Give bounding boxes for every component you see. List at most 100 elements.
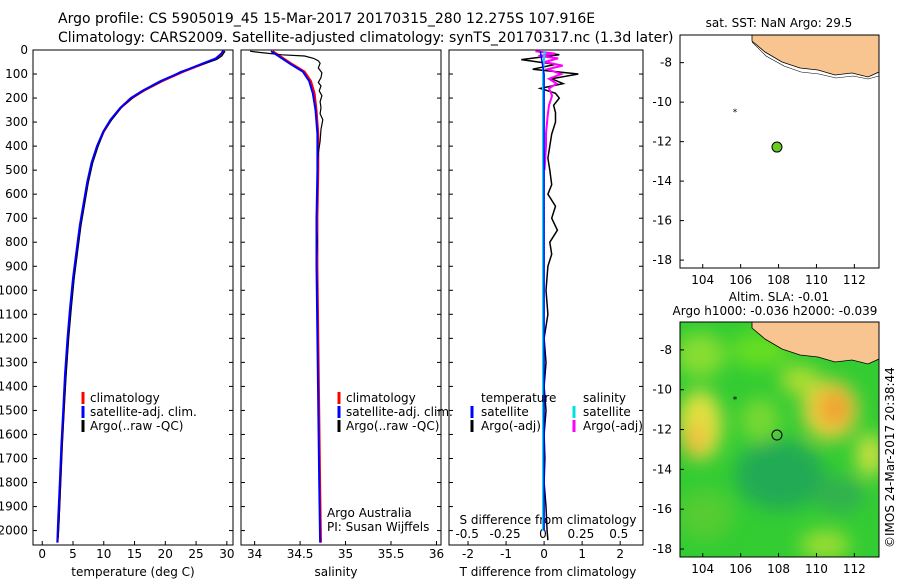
depth-tick-label: 300 — [5, 115, 28, 129]
s-tick-label: 0.5 — [609, 527, 628, 541]
x-tick-label: 20 — [158, 547, 173, 561]
sla-map-area — [680, 322, 879, 557]
legend-t-satellite: satellite — [481, 405, 529, 419]
map-x-tick-label: 108 — [767, 562, 790, 576]
s-tick-label: -0.25 — [490, 527, 521, 541]
x-tick-label: 0 — [540, 547, 548, 561]
series-argo-raw-qc- — [57, 50, 226, 538]
sst-java-land — [751, 35, 879, 78]
map-y-tick-label: -10 — [652, 383, 672, 397]
map-x-tick-label: 110 — [805, 562, 828, 576]
map-x-tick-label: 110 — [805, 273, 828, 287]
depth-tick-label: 0 — [20, 43, 28, 57]
map-y-tick-label: -10 — [652, 95, 672, 109]
sst-argo-position-marker — [771, 141, 783, 153]
map-y-tick-label: -12 — [652, 423, 672, 437]
legend-argo: Argo(..raw -QC) — [90, 419, 183, 433]
legend-t-argo: Argo(-adj) — [481, 419, 541, 433]
difference-legend: temperature satellite Argo(-adj) salinit… — [470, 391, 643, 433]
depth-tick-label: 700 — [5, 211, 28, 225]
depth-tick-label: 200 — [5, 91, 28, 105]
x-tick-label: 5 — [69, 547, 77, 561]
legend-salinity-header: salinity — [583, 391, 626, 405]
map-x-tick-label: 104 — [691, 562, 714, 576]
depth-axis: 0 100 200 300 400 500 600 700 800 900 1000 1100 1200… — [0, 43, 643, 538]
depth-tick-label: 1100 — [0, 307, 28, 321]
annotation-institution: Argo Australia — [327, 506, 412, 520]
difference-panel — [448, 49, 644, 546]
x-tick-label: 35.5 — [378, 547, 405, 561]
sst-map-ticks: 104 106 108 110 112 -8 -10 -12 -14 -16 -18 — [652, 56, 865, 287]
figure-title-line1: Argo profile: CS 5905019_45 15-Mar-2017 … — [58, 11, 595, 27]
sst-map-area — [680, 35, 879, 268]
depth-tick-label: 1700 — [0, 451, 28, 465]
map-y-tick-label: -14 — [652, 174, 672, 188]
map-y-tick-label: -14 — [652, 462, 672, 476]
sla-map-ticks: 104 106 108 110 112 -8 -10 -12 -14 -16 -18 — [652, 343, 865, 576]
depth-tick-label: 100 — [5, 67, 28, 81]
sla-argo-position-marker — [771, 429, 783, 441]
legend-temperature-header: temperature — [481, 391, 556, 405]
sla-map-frame — [679, 321, 880, 558]
map-x-tick-label: 106 — [729, 562, 752, 576]
depth-tick-label: 1800 — [0, 476, 28, 490]
imos-timestamp: ©IMOS 24-Mar-2017 20:38:44 — [883, 367, 897, 548]
legend-s-satellite: satellite — [583, 405, 631, 419]
depth-tick-label: 1900 — [0, 500, 28, 514]
s-tick-label: -0.5 — [455, 527, 478, 541]
map-x-tick-label: 106 — [729, 273, 752, 287]
x-tick-label: 0 — [38, 547, 46, 561]
temperature-x-label: temperature (deg C) — [71, 565, 194, 579]
temperature-x-ticks: 0 5 10 15 20 25 30 — [38, 541, 234, 561]
x-tick-label: 34.5 — [287, 547, 314, 561]
x-tick-label: 25 — [188, 547, 203, 561]
sst-coast-outline — [751, 41, 879, 80]
x-tick-label: 15 — [127, 547, 142, 561]
s-tick-label: 0.25 — [568, 527, 595, 541]
annotation-pi: PI: Susan Wijffels — [327, 520, 429, 534]
x-tick-label: 36 — [429, 547, 444, 561]
map-y-tick-label: -16 — [652, 502, 672, 516]
t-difference-x-ticks: -2 -1 0 1 2 — [462, 541, 624, 561]
sla-map-title-1: Altim. SLA: -0.01 — [729, 290, 829, 304]
s-tick-label: 0 — [539, 527, 547, 541]
legend-argo: Argo(..raw -QC) — [346, 419, 439, 433]
sst-map-title: sat. SST: NaN Argo: 29.5 — [706, 16, 853, 30]
legend-climatology: climatology — [90, 391, 160, 405]
depth-tick-label: 1600 — [0, 427, 28, 441]
map-x-tick-label: 112 — [843, 273, 866, 287]
depth-tick-label: 800 — [5, 235, 28, 249]
series-climatology — [56, 49, 226, 543]
salinity-panel — [240, 49, 442, 546]
x-tick-label: 2 — [616, 547, 624, 561]
depth-tick-label: 1400 — [0, 379, 28, 393]
x-tick-label: 1 — [578, 547, 586, 561]
series-salinity-argo-adj- — [535, 50, 565, 171]
legend-s-argo: Argo(-adj) — [583, 419, 643, 433]
depth-tick-label: 900 — [5, 259, 28, 273]
series-satellite-adj-clim- — [56, 49, 225, 543]
depth-tick-label: 1500 — [0, 403, 28, 417]
legend-satellite: satellite-adj. clim. — [90, 405, 197, 419]
depth-tick-label: 400 — [5, 139, 28, 153]
x-tick-label: 35 — [338, 547, 353, 561]
depth-tick-label: 1200 — [0, 331, 28, 345]
salinity-legend: climatology satellite-adj. clim. Argo(..… — [337, 391, 453, 433]
series-climatology — [272, 50, 322, 543]
series-satellite-adj-clim- — [270, 50, 322, 543]
sla-map-title-2: Argo h1000: -0.036 h2000: -0.039 — [673, 304, 878, 318]
figure-title-line2: Climatology: CARS2009. Satellite-adjuste… — [58, 30, 673, 46]
series-temperature-satellite — [539, 51, 545, 531]
legend-climatology: climatology — [346, 391, 416, 405]
map-y-tick-label: -12 — [652, 135, 672, 149]
map-y-tick-label: -16 — [652, 214, 672, 228]
depth-tick-label: 600 — [5, 187, 28, 201]
sst-map-frame — [679, 34, 880, 269]
depth-tick-label: 1300 — [0, 355, 28, 369]
map-x-tick-label: 108 — [767, 273, 790, 287]
map-y-tick-label: -18 — [652, 253, 672, 267]
salinity-x-label: salinity — [314, 565, 357, 579]
depth-tick-label: 1000 — [0, 283, 28, 297]
series-temperature-argo-adj- — [521, 50, 579, 541]
